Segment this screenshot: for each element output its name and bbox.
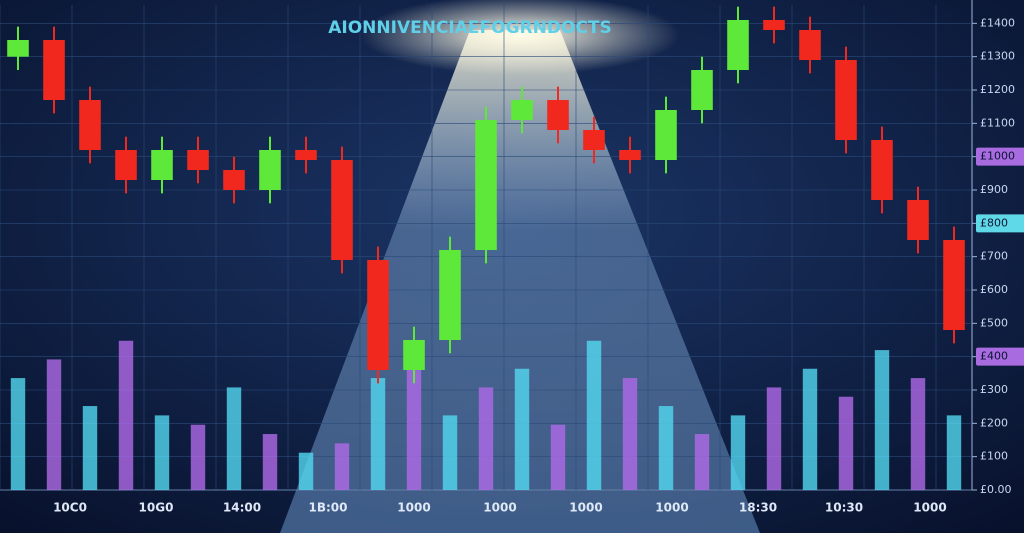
volume-bar	[694, 434, 710, 490]
light-glow	[360, 0, 680, 75]
candle-body	[655, 110, 677, 160]
candle-body	[151, 150, 173, 180]
y-tick-label: £400	[980, 350, 1008, 363]
volume-bar	[586, 340, 602, 490]
volume-bar	[658, 406, 674, 490]
volume-bar	[10, 378, 26, 490]
x-tick-label: 1B:00	[309, 501, 348, 515]
volume-bar	[946, 415, 962, 490]
candle-body	[511, 100, 533, 120]
volume-bar	[478, 387, 494, 490]
candle-body	[727, 20, 749, 70]
volume-bar	[874, 350, 890, 490]
y-tick-label: £200	[980, 416, 1008, 429]
candle-body	[547, 100, 569, 130]
candle-body	[331, 160, 353, 260]
candle-body	[187, 150, 209, 170]
y-tick-label: £1400	[980, 16, 1015, 29]
volume-bar	[514, 368, 530, 490]
y-tick-label: £600	[980, 283, 1008, 296]
volume-bar	[226, 387, 242, 490]
candle-body	[835, 60, 857, 140]
candle-body	[223, 170, 245, 190]
y-tick-label: £100	[980, 450, 1008, 463]
volume-bar	[118, 340, 134, 490]
volume-bar	[622, 378, 638, 490]
x-tick-label: 14:00	[223, 501, 261, 515]
candle-body	[907, 200, 929, 240]
light-beam	[280, 30, 760, 533]
candle-body	[367, 260, 389, 370]
volume-bar	[766, 387, 782, 490]
candle-body	[403, 340, 425, 370]
x-tick-label: 10G0	[139, 501, 174, 515]
volume-bar	[298, 452, 314, 490]
candle-body	[691, 70, 713, 110]
x-tick-label: 10C0	[53, 501, 87, 515]
y-tick-label: £1200	[980, 83, 1015, 96]
x-tick-label: 1000	[397, 501, 430, 515]
volume-bar	[190, 424, 206, 490]
x-tick-label: 1000	[569, 501, 602, 515]
candle-body	[943, 240, 965, 330]
candle-body	[7, 40, 29, 57]
x-tick-label: 1000	[655, 501, 688, 515]
volume-bar	[370, 378, 386, 490]
y-tick-label: £1100	[980, 116, 1015, 129]
candle-body	[475, 120, 497, 250]
y-tick-label: £0.00	[980, 483, 1012, 496]
chart-title: AIONNIVENCIAEFOGRNDOCTS	[328, 18, 612, 38]
volume-bar	[406, 359, 422, 490]
candle-body	[259, 150, 281, 190]
candle-body	[799, 30, 821, 60]
volume-bar	[442, 415, 458, 490]
volume-bar	[730, 415, 746, 490]
candle-body	[871, 140, 893, 200]
volume-bar	[910, 378, 926, 490]
candle-body	[79, 100, 101, 150]
y-tick-label: £900	[980, 183, 1008, 196]
candle-body	[115, 150, 137, 180]
y-tick-label: £300	[980, 383, 1008, 396]
volume-bar	[262, 434, 278, 490]
candle-body	[43, 40, 65, 100]
volume-bar	[838, 396, 854, 490]
y-tick-label: £500	[980, 316, 1008, 329]
volume-bar	[550, 424, 566, 490]
y-tick-highlight	[976, 214, 1024, 233]
candle-body	[619, 150, 641, 160]
volume-bar	[334, 443, 350, 490]
y-tick-label: £700	[980, 250, 1008, 263]
volume-bar	[154, 415, 170, 490]
y-tick-highlight	[976, 147, 1024, 166]
candle-body	[583, 130, 605, 150]
candle-body	[295, 150, 317, 160]
volume-bar	[82, 406, 98, 490]
y-tick-label: £1300	[980, 50, 1015, 63]
x-tick-label: 18:30	[739, 501, 777, 515]
volume-bar	[802, 368, 818, 490]
candle-body	[439, 250, 461, 340]
volume-bar	[46, 359, 62, 490]
y-tick-label: £1000	[980, 150, 1015, 163]
y-tick-label: £800	[980, 216, 1008, 229]
y-tick-highlight	[976, 347, 1024, 366]
candle-body	[763, 20, 785, 30]
x-tick-label: 1000	[483, 501, 516, 515]
x-tick-label: 10:30	[825, 501, 863, 515]
x-tick-label: 1000	[913, 501, 946, 515]
